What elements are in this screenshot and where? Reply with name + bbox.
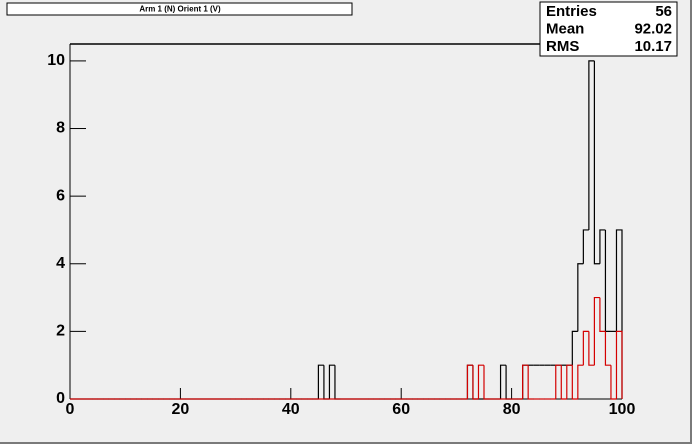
- x-tick-label: 100: [609, 401, 636, 418]
- histogram-step: [582, 330, 589, 366]
- histogram-step: [317, 364, 324, 399]
- x-tick-label: 60: [392, 401, 410, 418]
- stat-value: 56: [655, 3, 672, 20]
- y-tick-label: 10: [47, 52, 65, 69]
- histogram-step: [588, 331, 595, 366]
- histogram-step: [615, 229, 623, 399]
- x-tick-label: 40: [282, 401, 300, 418]
- stat-value: 92.02: [634, 20, 672, 37]
- histogram-step: [577, 263, 584, 332]
- chart-title: Arm 1 (N) Orient 1 (V): [139, 5, 221, 14]
- stats-box: [539, 1, 678, 57]
- histogram-step: [604, 331, 611, 366]
- y-tick-label: 2: [56, 323, 65, 340]
- histogram-step: [555, 364, 562, 399]
- histogram-step: [472, 365, 479, 400]
- histogram-step: [499, 364, 507, 399]
- stat-label: Mean: [546, 20, 584, 37]
- histogram-step: [599, 229, 606, 264]
- histogram-step: [483, 365, 490, 400]
- histogram-step: [599, 297, 606, 332]
- stat-value: 10.17: [634, 38, 672, 55]
- histogram-step: [466, 364, 473, 399]
- histogram-step: [566, 364, 573, 399]
- y-tick-label: 8: [56, 120, 65, 137]
- histogram-step: [560, 365, 567, 400]
- stat-label: RMS: [546, 38, 579, 55]
- histogram-step: [328, 364, 335, 399]
- histogram-step: [593, 60, 600, 265]
- histogram-step: [593, 296, 600, 366]
- histogram-step: [588, 60, 595, 230]
- title-box: [6, 2, 353, 16]
- stats: Entries 56 Mean 92.02 RMS 10.17: [546, 3, 672, 55]
- histogram-step: [582, 229, 589, 264]
- x-tick-label: 20: [172, 401, 190, 418]
- histogram-step: [577, 364, 584, 399]
- y-tick-label: 4: [56, 255, 65, 272]
- histogram-step: [615, 330, 623, 399]
- x-tick-label: 0: [66, 401, 75, 418]
- histogram-step: [571, 330, 578, 366]
- histogram-step: [571, 365, 578, 400]
- histogram-step: [477, 364, 484, 399]
- y-tick-label: 0: [56, 390, 65, 407]
- plot-area: 0 20 40 60 80 100 0 2 4 6 8 10: [47, 52, 635, 418]
- histogram-step: [527, 365, 534, 400]
- stat-label: Entries: [546, 3, 597, 20]
- histogram-step: [610, 365, 617, 400]
- x-tick-label: 80: [503, 401, 521, 418]
- y-tick-label: 6: [56, 187, 65, 204]
- histogram-step: [522, 364, 529, 399]
